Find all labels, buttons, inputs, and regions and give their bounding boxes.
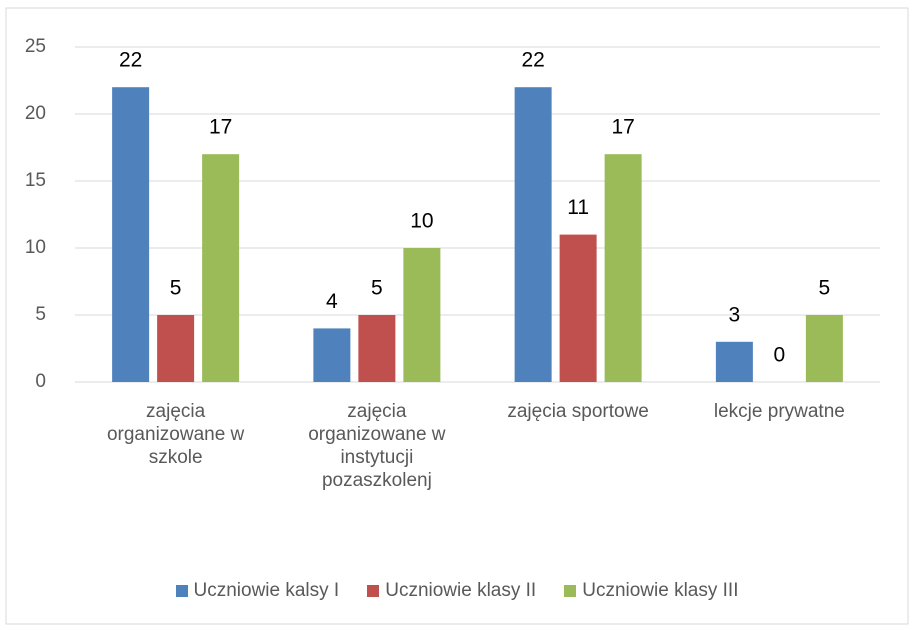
data-label: 0: [774, 344, 786, 367]
legend-label: Uczniowie kalsy I: [193, 580, 340, 601]
bar: [514, 87, 552, 382]
data-label: 17: [611, 116, 634, 139]
data-label: 11: [567, 196, 589, 219]
bar: [604, 154, 642, 382]
legend-item: Uczniowie klasy III: [564, 580, 739, 602]
data-label: 5: [819, 277, 831, 300]
bar: [358, 315, 396, 382]
data-label: 10: [410, 210, 433, 233]
bar: [715, 341, 753, 382]
x-tick-label: zajęcia organizowane w instytucji pozasz…: [308, 401, 446, 491]
legend-swatch: [367, 585, 380, 597]
chart-border: [5, 7, 909, 625]
x-tick-label: lekcje prywatne: [713, 401, 845, 422]
legend-swatch: [175, 585, 188, 597]
bar: [559, 234, 597, 382]
y-tick-label: 15: [25, 170, 46, 191]
data-label: 22: [521, 49, 544, 72]
bar: [313, 328, 351, 382]
y-tick-label: 20: [25, 103, 46, 124]
bar: [403, 248, 441, 382]
bar: [202, 154, 240, 382]
data-label: 5: [371, 277, 383, 300]
data-label: 17: [209, 116, 232, 139]
legend-item: Uczniowie kalsy I: [175, 580, 340, 602]
bar: [805, 315, 843, 382]
y-tick-label: 10: [25, 237, 46, 258]
data-label: 22: [119, 49, 142, 72]
y-tick-label: 25: [25, 36, 46, 57]
bar: [157, 315, 195, 382]
data-label: 5: [170, 277, 182, 300]
legend-label: Uczniowie klasy II: [385, 580, 537, 601]
y-tick-label: 0: [35, 371, 46, 392]
x-tick-label: zajęcia organizowane w szkole: [106, 401, 245, 468]
legend: Uczniowie kalsy I Uczniowie klasy II Uczni…: [0, 580, 914, 602]
data-label: 4: [326, 290, 338, 313]
bar: [112, 87, 150, 382]
legend-swatch: [564, 585, 577, 597]
legend-item: Uczniowie klasy II: [367, 580, 536, 602]
y-tick-label: 5: [35, 304, 46, 325]
legend-label: Uczniowie klasy III: [582, 580, 739, 601]
data-label: 3: [729, 303, 741, 326]
x-tick-label: zajęcia sportowe: [507, 401, 649, 422]
